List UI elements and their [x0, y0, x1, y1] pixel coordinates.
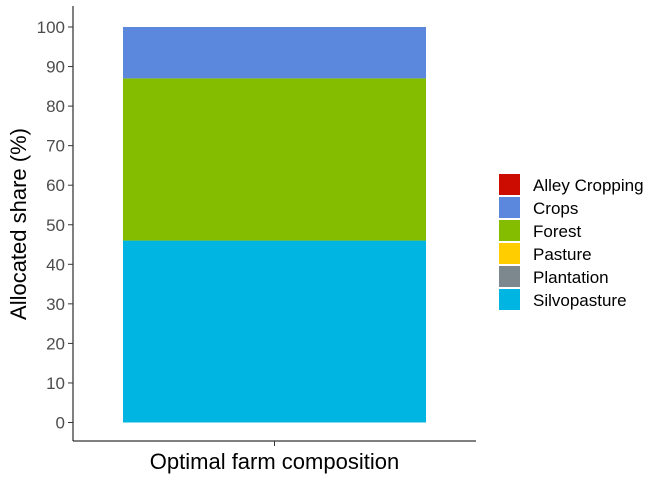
y-tick-label: 20: [46, 334, 65, 353]
y-tick-label: 70: [46, 137, 65, 156]
legend: Alley Cropping Crops Forest Pasture Plantati…: [499, 174, 644, 310]
legend-label: Alley Cropping: [533, 176, 644, 195]
y-tick-label: 40: [46, 255, 65, 274]
y-tick-label: 0: [56, 414, 65, 433]
legend-label: Pasture: [533, 245, 592, 264]
y-tick-label: 100: [37, 18, 65, 37]
x-category-label: Optimal farm composition: [150, 449, 399, 474]
y-tick-label: 30: [46, 295, 65, 314]
legend-key-forest: [499, 220, 520, 241]
bar-segment-silvopasture: [123, 240, 426, 423]
legend-key-plantation: [499, 266, 520, 287]
legend-key-pasture: [499, 243, 520, 264]
x-axis-ticks: Optimal farm composition: [150, 441, 399, 474]
legend-label: Silvopasture: [533, 291, 627, 310]
y-tick-label: 80: [46, 97, 65, 116]
legend-key-silvopasture: [499, 289, 520, 310]
y-axis-ticks: 0 10 20 30 40 50 60 70 80 90 100: [37, 18, 73, 433]
legend-key-crops: [499, 197, 520, 218]
bar-segment-forest: [123, 78, 426, 241]
legend-label: Crops: [533, 199, 578, 218]
bar-segment-crops: [123, 27, 426, 79]
y-tick-label: 90: [46, 58, 65, 77]
legend-key-alley-cropping: [499, 174, 520, 195]
bar-segments: [123, 27, 426, 423]
y-tick-label: 50: [46, 216, 65, 235]
y-tick-label: 10: [46, 374, 65, 393]
legend-label: Plantation: [533, 268, 609, 287]
y-tick-label: 60: [46, 176, 65, 195]
y-axis-title: Allocated share (%): [6, 128, 31, 320]
legend-label: Forest: [533, 222, 581, 241]
